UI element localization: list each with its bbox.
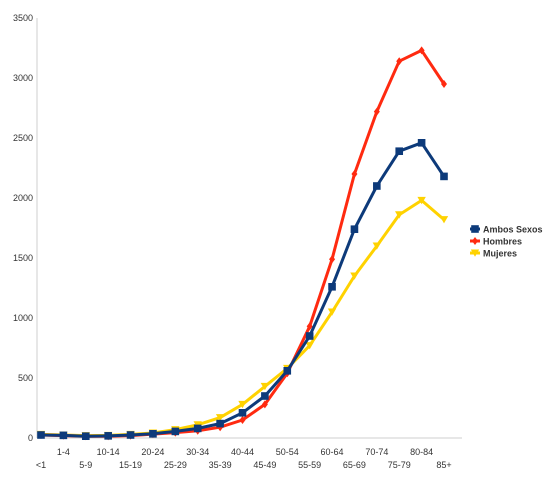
x-tick-label: 45-49 — [253, 460, 276, 470]
series-line — [39, 198, 446, 438]
legend-marker — [470, 249, 480, 257]
series-line — [39, 141, 446, 438]
series-layer — [36, 46, 449, 441]
y-tick-label: 500 — [18, 373, 33, 383]
data-point — [439, 216, 449, 224]
x-tick-label: 70-74 — [365, 447, 388, 457]
data-point — [417, 196, 426, 205]
legend-marker — [471, 225, 479, 233]
data-point — [306, 322, 313, 331]
data-point — [350, 272, 359, 280]
y-tick-label: 1000 — [13, 313, 33, 323]
x-tick-label: 25-29 — [164, 460, 187, 470]
data-point — [238, 409, 247, 417]
y-axis-ticks: 0 500 1000 1500 2000 2500 3000 3500 — [13, 13, 33, 443]
data-point — [440, 172, 448, 181]
data-point — [418, 46, 425, 55]
data-point — [305, 332, 314, 340]
data-point — [261, 400, 268, 409]
legend-marker — [472, 237, 478, 245]
data-point — [260, 382, 270, 391]
series-1 — [38, 46, 447, 441]
data-point — [351, 170, 358, 178]
x-tick-label: 75-79 — [388, 460, 411, 470]
data-point — [283, 367, 292, 375]
x-tick-label: 55-59 — [298, 460, 321, 470]
data-point — [327, 308, 337, 316]
series-2 — [36, 196, 449, 440]
x-tick-label: 60-64 — [321, 447, 344, 457]
data-point — [81, 432, 90, 440]
y-tick-label: 3000 — [13, 73, 33, 83]
x-tick-label: 15-19 — [119, 460, 142, 470]
data-point — [395, 147, 404, 155]
y-tick-label: 0 — [28, 433, 33, 443]
data-point — [373, 182, 381, 190]
legend-label: Mujeres — [483, 249, 517, 259]
x-tick-label: 65-69 — [343, 460, 366, 470]
data-point — [104, 432, 112, 440]
y-tick-label: 2500 — [13, 133, 33, 143]
data-point — [216, 419, 224, 428]
data-point — [350, 225, 359, 233]
data-point — [373, 107, 380, 116]
data-point — [149, 430, 157, 438]
data-point — [395, 211, 404, 219]
data-point — [329, 255, 336, 264]
x-tick-label: 30-34 — [186, 447, 209, 457]
data-point — [238, 400, 247, 409]
data-point — [328, 283, 336, 291]
data-point — [126, 431, 135, 439]
data-point — [396, 57, 403, 66]
legend-label: Ambos Sexos — [483, 225, 543, 235]
data-point — [193, 424, 202, 433]
data-point — [171, 427, 180, 436]
legend-item: Hombres — [470, 237, 522, 247]
x-tick-label: 85+ — [436, 460, 451, 470]
y-tick-label: 3500 — [13, 13, 33, 23]
legend: Ambos Sexos Hombres Mujeres — [470, 225, 543, 259]
legend-item: Mujeres — [470, 249, 517, 259]
data-point — [239, 416, 246, 424]
x-tick-label: 80-84 — [410, 447, 433, 457]
data-point — [417, 139, 426, 147]
x-tick-label: 40-44 — [231, 447, 254, 457]
legend-item: Ambos Sexos — [470, 225, 543, 235]
x-tick-label: 10-14 — [97, 447, 120, 457]
legend-label: Hombres — [483, 237, 522, 247]
x-tick-label: 5-9 — [79, 460, 92, 470]
x-tick-label: 50-54 — [276, 447, 299, 457]
y-tick-label: 1500 — [13, 253, 33, 263]
series-0 — [37, 139, 448, 440]
data-point — [59, 431, 68, 440]
series-line — [39, 48, 446, 438]
x-tick-label: 20-24 — [141, 447, 164, 457]
data-point — [305, 342, 314, 350]
y-tick-label: 2000 — [13, 193, 33, 203]
x-tick-label: <1 — [36, 460, 46, 470]
data-point — [261, 392, 269, 400]
x-tick-label: 1-4 — [57, 447, 70, 457]
data-point — [441, 80, 447, 88]
data-point — [37, 431, 45, 439]
data-point — [372, 242, 382, 250]
data-point — [215, 414, 225, 422]
x-tick-label: 35-39 — [209, 460, 232, 470]
